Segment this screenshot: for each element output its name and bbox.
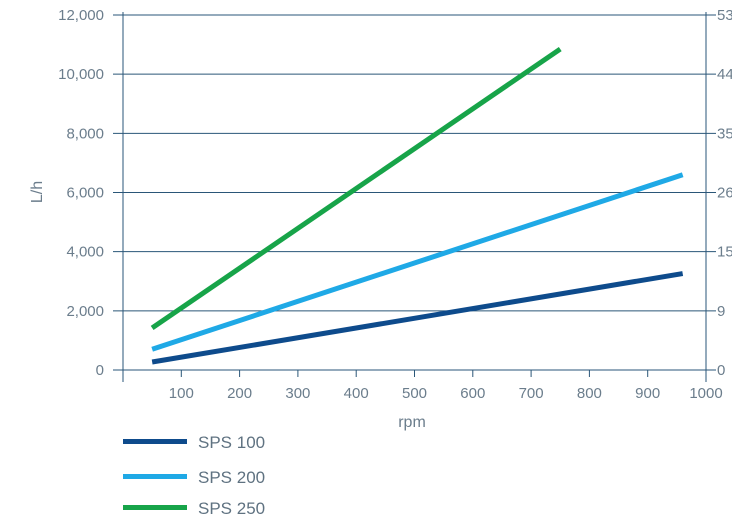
axes: [122, 12, 707, 382]
x-tick-label: 100: [169, 385, 194, 402]
y-axis-title: L/h: [29, 181, 46, 203]
x-axis-title: rpm: [398, 414, 426, 431]
x-tick-label: 400: [344, 385, 369, 402]
y2-tick-label: 15: [717, 244, 732, 261]
x-tick-label: 500: [402, 385, 427, 402]
legend-item: SPS 200: [123, 468, 265, 487]
legend-swatch-sps-100: [123, 439, 187, 444]
y-tick-label: 8,000: [66, 125, 104, 142]
y2-tick-label: 44: [717, 66, 732, 83]
x-tick-label: 200: [227, 385, 252, 402]
x-tick-label: 700: [519, 385, 544, 402]
tick-labels: 0 0 2,000 9 4,000 15 6,000 26 8,000 35 10,000 44 12,…: [58, 7, 732, 402]
series-line-sps-200: [151, 172, 684, 352]
x-tick-label: 600: [460, 385, 485, 402]
x-tick-label: 300: [285, 385, 310, 402]
legend-item: SPS 100: [123, 433, 265, 452]
y-tick-label: 6,000: [66, 185, 104, 202]
legend-swatch-sps-250: [123, 505, 187, 510]
y2-tick-label: 9: [717, 303, 725, 320]
y2-tick-label: 53: [717, 7, 732, 24]
x-tick-label: 900: [635, 385, 660, 402]
grid-lines: [113, 14, 716, 371]
y2-tick-label: 35: [717, 125, 732, 142]
legend-label-sps-100: SPS 100: [198, 433, 265, 452]
series-lines: [150, 46, 684, 365]
series-line-sps-100: [151, 271, 684, 365]
y-tick-label: 4,000: [66, 244, 104, 261]
legend-swatch-sps-200: [123, 474, 187, 479]
legend-label-sps-250: SPS 250: [198, 499, 265, 518]
legend-item: SPS 250: [123, 499, 265, 518]
y2-tick-label: 0: [717, 362, 725, 379]
legend-label-sps-200: SPS 200: [198, 468, 265, 487]
series-line-sps-250: [150, 46, 562, 331]
y2-tick-label: 26: [717, 185, 732, 202]
x-tick-label: 800: [577, 385, 602, 402]
y-tick-label: 10,000: [58, 66, 104, 83]
x-tick-label: 1000: [689, 385, 722, 402]
y-tick-label: 12,000: [58, 7, 104, 24]
legend: SPS 100 SPS 200 SPS 250: [123, 433, 265, 518]
y-tick-label: 0: [96, 362, 104, 379]
y-tick-label: 2,000: [66, 303, 104, 320]
